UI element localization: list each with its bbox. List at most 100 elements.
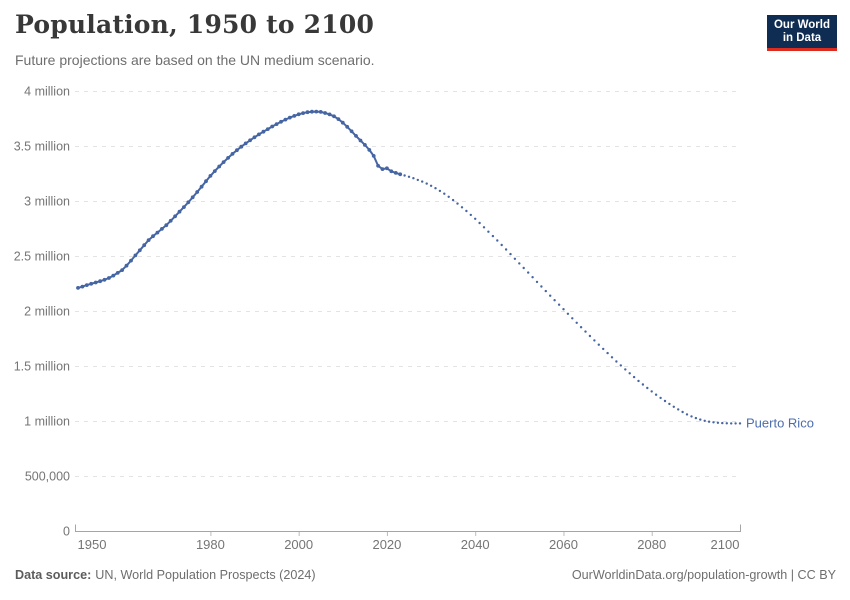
data-point	[243, 141, 248, 146]
projection-dot	[531, 276, 534, 279]
projection-dot	[646, 386, 649, 390]
projection-dot	[738, 422, 742, 425]
projection-dot	[469, 213, 472, 217]
data-point	[367, 148, 372, 152]
historical-series	[76, 109, 403, 290]
projection-dot	[734, 422, 737, 425]
projection-dot	[628, 372, 631, 375]
projection-dot	[668, 402, 671, 406]
data-point	[111, 273, 116, 278]
data-point	[283, 117, 288, 122]
projection-dot	[544, 289, 547, 293]
data-point	[340, 120, 345, 125]
projection-dot	[579, 326, 583, 329]
projection-dot	[606, 351, 609, 355]
projection-dot	[487, 230, 490, 233]
projection-dot	[557, 303, 561, 306]
projection-dot	[721, 421, 724, 425]
owid-url-link[interactable]: OurWorldinData.org/population-growth	[571, 568, 788, 582]
data-point	[208, 174, 213, 178]
projection-dot	[575, 321, 578, 324]
projection-dot	[553, 299, 556, 302]
data-point	[168, 218, 173, 223]
data-point	[310, 109, 314, 114]
projection-dot	[482, 226, 486, 229]
owid-logo[interactable]: Our World in Data	[767, 15, 837, 51]
projection-dot	[716, 421, 720, 424]
data-point	[84, 283, 89, 287]
projection-dot	[425, 182, 428, 185]
entity-label[interactable]: Puerto Rico	[746, 416, 814, 431]
y-axis-tick-label: 1.5 million	[14, 359, 70, 373]
projection-dot	[416, 178, 419, 182]
data-point	[279, 119, 283, 124]
projection-dot	[491, 234, 495, 238]
projection-dot	[460, 206, 464, 209]
data-point	[323, 111, 327, 115]
projection-dot	[694, 416, 698, 420]
projection-dot	[712, 421, 715, 424]
data-point	[345, 124, 350, 129]
y-axis-tick-label: 1 million	[24, 414, 70, 428]
owid-logo-line1: Our World	[773, 19, 830, 31]
projection-dot	[451, 198, 455, 202]
y-axis-tick-label: 3 million	[24, 194, 70, 208]
y-axis-tick-label: 2.5 million	[14, 249, 70, 263]
y-axis-tick-label: 3.5 million	[14, 139, 70, 153]
data-point	[265, 127, 270, 131]
projection-dot	[610, 356, 614, 359]
projection-dot	[527, 271, 530, 274]
data-point	[76, 286, 80, 290]
projection-dot	[571, 317, 574, 320]
projection-dot	[632, 375, 636, 379]
y-axis-tick-label: 4 million	[24, 84, 70, 98]
data-point	[195, 190, 200, 194]
x-axis-tick-label: 2020	[372, 537, 401, 552]
data-source-text: UN, World Population Prospects (2024)	[95, 568, 316, 582]
data-point	[98, 279, 102, 284]
x-axis-tick-label: 2040	[461, 537, 490, 552]
chart-footer: Data source: UN, World Population Prospec…	[15, 568, 836, 582]
data-point	[230, 152, 235, 156]
data-point	[318, 110, 323, 114]
data-point	[190, 195, 195, 200]
projection-dot	[615, 360, 618, 363]
projection-dot	[474, 217, 477, 220]
data-point	[389, 169, 394, 174]
projection-dot	[504, 248, 508, 251]
projection-dot	[562, 308, 565, 311]
projection-dot	[438, 189, 442, 193]
data-point	[252, 135, 257, 140]
data-point	[177, 209, 182, 214]
data-point	[274, 122, 279, 126]
projection-dot	[522, 266, 525, 270]
data-point	[115, 271, 120, 275]
y-axis-tick-label: 2 million	[24, 304, 70, 318]
data-point	[204, 179, 208, 184]
projection-dot	[707, 420, 711, 423]
x-axis-tick-label: 2080	[637, 537, 666, 552]
x-axis-tick-label: 2000	[284, 537, 313, 552]
projection-dot	[434, 187, 437, 190]
data-point	[305, 110, 310, 115]
data-point	[332, 114, 336, 119]
data-point	[129, 258, 133, 263]
projection-dot	[677, 408, 680, 411]
projection-dot	[637, 379, 640, 383]
projection-dot	[588, 334, 592, 338]
data-point	[393, 171, 398, 175]
x-axis-tick-label: 1980	[196, 537, 225, 552]
citation: OurWorldinData.org/population-growth | C…	[572, 568, 836, 582]
data-point	[164, 223, 169, 228]
data-point	[336, 117, 341, 121]
projection-dot	[478, 221, 481, 225]
data-point	[385, 166, 389, 171]
projection-dot	[602, 347, 605, 351]
data-point	[314, 109, 319, 114]
data-point	[155, 230, 160, 235]
data-point	[199, 184, 204, 189]
data-point	[102, 277, 107, 282]
projection-dot	[725, 422, 728, 425]
